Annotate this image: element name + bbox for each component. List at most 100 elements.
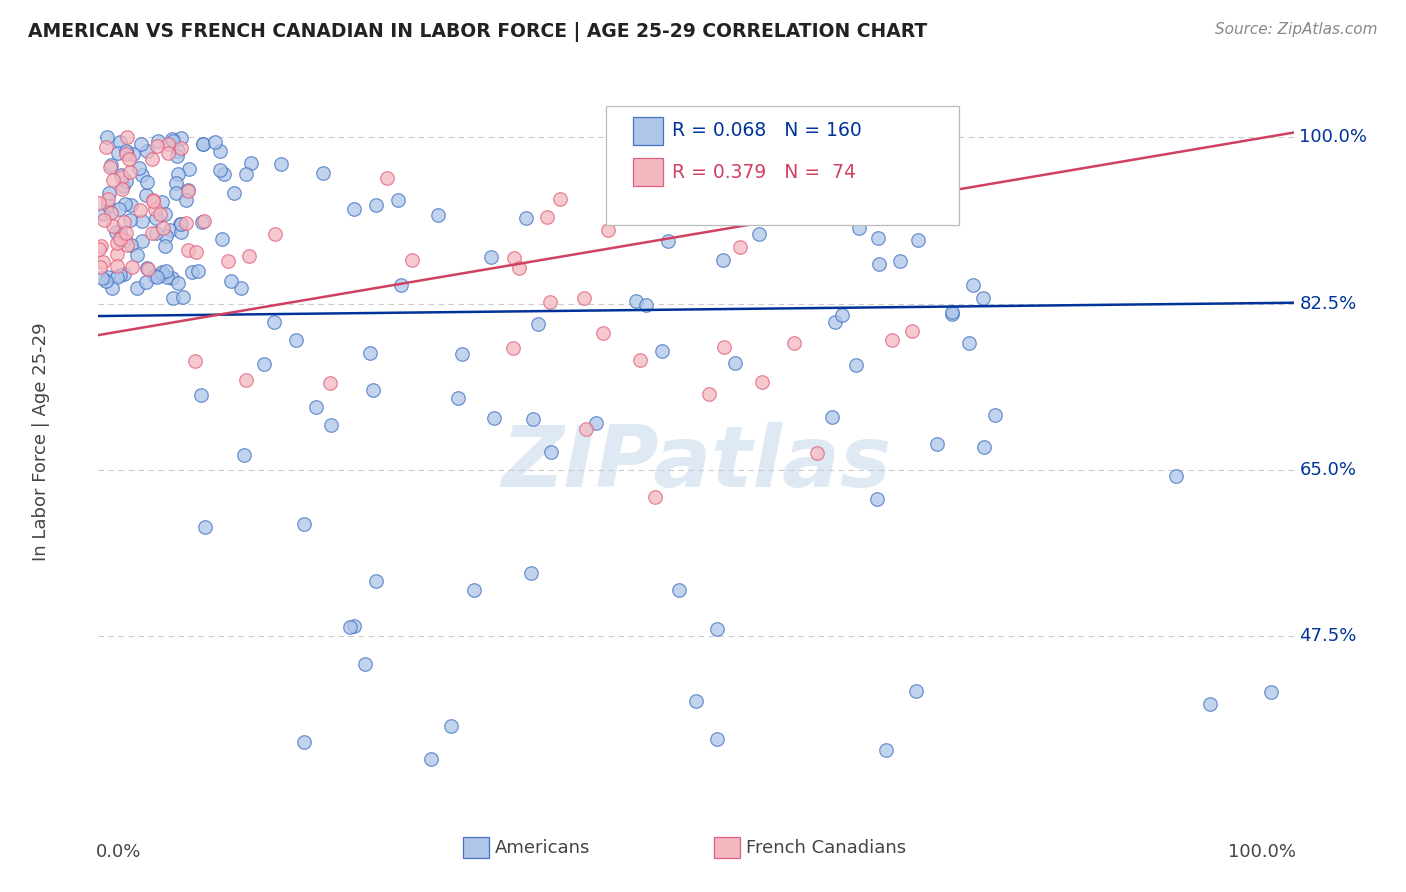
Point [170, 131, 193, 145]
Point [235, 167, 257, 181]
Point [120, 198, 142, 212]
Point [165, 176, 187, 190]
Text: R = 0.379   N =  74: R = 0.379 N = 74 [672, 162, 856, 182]
Point [143, 202, 166, 216]
Point [482, 411, 505, 425]
Point [668, 583, 690, 598]
Point [585, 416, 607, 430]
Text: 0.0%: 0.0% [96, 843, 142, 861]
Point [845, 358, 868, 372]
Point [626, 294, 648, 309]
Point [219, 274, 242, 288]
Point [93, 212, 115, 227]
Point [135, 187, 157, 202]
Point [401, 252, 423, 267]
Point [685, 693, 707, 707]
FancyBboxPatch shape [463, 837, 489, 858]
Point [191, 137, 214, 152]
Point [156, 146, 179, 161]
Point [150, 265, 173, 279]
Point [170, 225, 193, 239]
Point [184, 353, 207, 368]
Point [120, 237, 142, 252]
Point [149, 207, 172, 221]
Point [145, 211, 167, 225]
Point [339, 620, 361, 634]
Point [118, 212, 141, 227]
Point [127, 248, 149, 262]
Point [540, 445, 562, 459]
Point [1199, 697, 1222, 711]
Point [502, 341, 524, 355]
Point [1260, 685, 1282, 699]
Point [479, 251, 502, 265]
Point [515, 211, 537, 225]
Point [285, 333, 308, 347]
Point [548, 192, 571, 206]
Point [194, 520, 217, 534]
Point [105, 247, 128, 261]
Point [136, 144, 159, 158]
Point [170, 218, 193, 232]
Point [451, 347, 474, 361]
Point [125, 280, 148, 294]
Point [160, 131, 183, 145]
Point [121, 260, 143, 275]
Point [87, 196, 110, 211]
Point [366, 574, 388, 588]
Point [100, 281, 122, 295]
Point [190, 215, 212, 229]
Point [263, 227, 285, 241]
Point [869, 257, 891, 271]
Point [312, 166, 335, 180]
Point [208, 145, 231, 159]
Point [110, 231, 132, 245]
Point [89, 260, 111, 275]
Point [97, 186, 120, 200]
Point [728, 240, 751, 254]
Point [166, 149, 188, 163]
Point [575, 422, 598, 436]
Point [112, 215, 135, 229]
Point [343, 202, 366, 216]
Point [142, 193, 165, 207]
Point [107, 146, 129, 161]
Point [108, 232, 131, 246]
Point [193, 214, 215, 228]
Point [115, 145, 138, 159]
Point [162, 134, 184, 148]
Point [111, 169, 134, 184]
Point [145, 226, 167, 240]
Point [868, 231, 890, 245]
Point [135, 175, 157, 189]
Point [427, 208, 450, 222]
Point [359, 346, 381, 360]
Point [538, 295, 561, 310]
Point [208, 163, 231, 178]
Point [142, 194, 165, 208]
Text: French Canadians: French Canadians [747, 838, 907, 856]
Point [211, 232, 233, 246]
Text: 47.5%: 47.5% [1299, 627, 1357, 646]
Point [174, 193, 197, 207]
Point [292, 734, 315, 748]
Point [713, 340, 735, 354]
Point [983, 408, 1005, 422]
Point [141, 152, 163, 166]
Point [112, 179, 135, 194]
Point [713, 253, 735, 268]
Point [149, 268, 172, 283]
Point [97, 269, 120, 284]
Point [105, 225, 128, 239]
Point [319, 376, 342, 390]
Point [128, 202, 150, 217]
FancyBboxPatch shape [633, 117, 662, 145]
Point [925, 437, 948, 451]
Text: R = 0.068   N = 160: R = 0.068 N = 160 [672, 121, 862, 140]
Point [181, 264, 204, 278]
Point [105, 270, 128, 285]
Point [522, 412, 544, 426]
Point [177, 161, 200, 176]
Point [114, 197, 136, 211]
Point [115, 237, 138, 252]
